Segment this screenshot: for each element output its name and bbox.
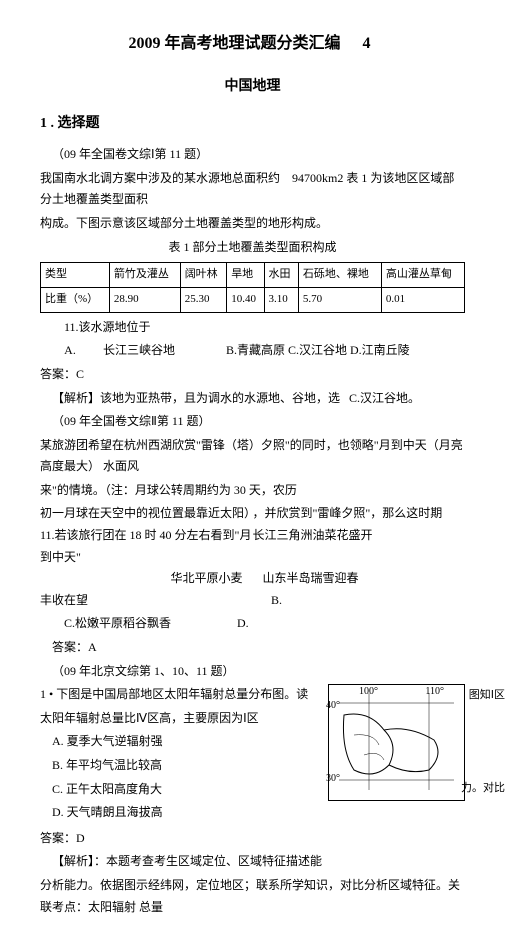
- p3-analysis1: 【解析】：本题考查考生区域定位、区域特征描述能: [52, 851, 465, 873]
- title-num: 4: [357, 30, 377, 59]
- source-ref-1: （09 年全国卷文综Ⅰ第 11 题）: [52, 144, 465, 166]
- p3-answer: 答案：D: [40, 828, 465, 850]
- title-text: 2009 年高考地理试题分类汇编: [128, 35, 340, 52]
- q11-analysis: 【解析】该地为亚热带，且为调水的水源地、谷地，选 C.汉江谷地。: [52, 388, 465, 410]
- p2-options-cd: C.松嫩平原稻谷飘香 D.: [40, 613, 465, 635]
- margin-note-2: 力。对比: [461, 779, 505, 799]
- p2-line2: 来"的情境。（注：月球公转周期约为 30 天，农历: [40, 480, 465, 502]
- q11-options: A. 长江三峡谷地 B.青藏高原 C.汉江谷地 D.江南丘陵: [40, 340, 465, 362]
- p2-answer: 答案：A: [52, 637, 465, 659]
- table-caption: 表 1 部分土地覆盖类型面积构成: [40, 237, 465, 259]
- margin-note-1: 图知Ⅰ区: [469, 686, 505, 706]
- section-heading: 1 . 选择题: [40, 111, 465, 136]
- table-row: 比重（%） 28.90 25.30 10.40 3.10 5.70 0.01: [41, 287, 465, 312]
- table-row: 类型 箭竹及灌丛 阔叶林 旱地 水田 石砾地、裸地 高山灌丛草甸: [41, 263, 465, 288]
- map-figure: 100° 110° 40° 30°: [328, 684, 465, 801]
- intro-line2: 构成。下图示意该区域部分土地覆盖类型的地形构成。: [40, 213, 465, 235]
- q11-answer: 答案：C: [40, 364, 465, 386]
- q11-stem: 11.该水源地位于: [64, 317, 465, 339]
- map-svg: [329, 685, 464, 800]
- p2-line1: 某旅游团希望在杭州西湖欣赏"雷锋（塔）夕照"的同时，也领略"月到中天（月亮高度最…: [40, 435, 465, 478]
- p3-optD: D. 天气晴朗且海拔高: [52, 802, 465, 824]
- data-table: 类型 箭竹及灌丛 阔叶林 旱地 水田 石砾地、裸地 高山灌丛草甸 比重（%） 2…: [40, 262, 465, 313]
- p2-line3-row: 初一月球在天空中的视位置最靠近太阳） ，并欣赏到"雷峰夕照"，那么这时期: [40, 503, 465, 525]
- p2-q-row: 11.若该旅行团在 18 时 40 分左右看到"月到中天" 长江三角洲油菜花盛开: [40, 525, 465, 568]
- doc-title: 2009 年高考地理试题分类汇编 4: [40, 30, 465, 59]
- doc-subtitle: 中国地理: [40, 74, 465, 99]
- source-ref-3: （09 年北京文综第 1、10、11 题）: [52, 661, 465, 683]
- p2-mid-row: 华北平原小麦 山东半岛瑞雪迎春: [40, 568, 465, 590]
- p2-harvest-row: 丰收在望 B.: [40, 590, 465, 612]
- p3-analysis2: 分析能力。依据图示经纬网，定位地区；联系所学知识，对比分析区域特征。关联考点：太…: [40, 875, 465, 918]
- intro-line1: 我国南水北调方案中涉及的某水源地总面积约 94700km2 表 1 为该地区区域…: [40, 168, 465, 211]
- source-ref-2: （09 年全国卷文综Ⅱ第 11 题）: [52, 411, 465, 433]
